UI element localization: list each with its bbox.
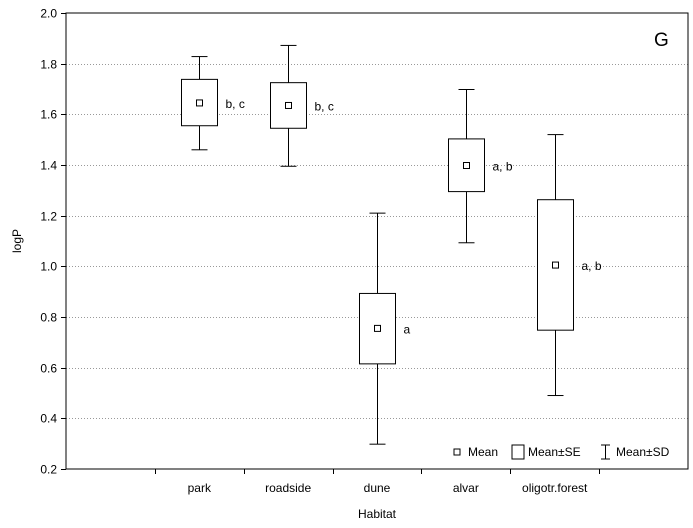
box-group-dune: a (359, 212, 411, 445)
x-tick-label-roadside: roadside (265, 481, 311, 495)
x-tick-label-park: park (188, 481, 212, 495)
y-tick-label-3: 0.8 (40, 311, 57, 325)
x-axis-title: Habitat (358, 507, 397, 521)
y-tick-label-6: 1.4 (40, 159, 57, 173)
mean-marker-alvar (463, 162, 470, 170)
significance-label-roadside: b, c (315, 99, 334, 113)
mean-marker-oligotr.forest (552, 261, 559, 269)
box-group-roadside: b, c (270, 44, 334, 167)
y-tick-label-8: 1.8 (40, 58, 57, 72)
y-axis: 0.2 0.4 0.6 0.8 1.0 1.2 1.4 1.6 1.8 2.0 (40, 7, 66, 477)
box-group-alvar: a, b (448, 89, 513, 244)
legend-mean-marker (453, 448, 461, 456)
y-tick-label-5: 1.2 (40, 210, 57, 224)
box-group-park: b, c (181, 56, 245, 151)
significance-label-park: b, c (226, 97, 245, 111)
legend-label-mean: Mean (468, 445, 498, 459)
significance-label-alvar: a, b (493, 160, 513, 174)
legend-label-sd: Mean±SD (616, 445, 670, 459)
box-group-oligotr.forest: a, b (537, 134, 602, 397)
box-series: b, c b, c a a, b a, b (181, 44, 602, 445)
legend-label-se: Mean±SE (528, 445, 581, 459)
x-axis: park roadside dune alvar oligotr.forest (155, 469, 600, 495)
y-tick-label-9: 2.0 (40, 7, 57, 21)
y-tick-label-2: 0.6 (40, 362, 57, 376)
significance-label-dune: a (404, 322, 411, 336)
se-box-dune (359, 292, 396, 365)
y-tick-label-4: 1.0 (40, 260, 57, 274)
y-tick-label-7: 1.6 (40, 108, 57, 122)
plot-frame (65, 12, 689, 470)
legend-se-box (511, 444, 525, 460)
x-tick-label-dune: dune (364, 481, 391, 495)
legend: Mean Mean±SE Mean±SD (453, 444, 670, 460)
x-tick-label-oligotr.forest: oligotr.forest (522, 481, 588, 495)
mean-marker-park (196, 99, 203, 107)
significance-label-oligotr.forest: a, b (582, 259, 602, 273)
mean-marker-dune (374, 324, 381, 332)
panel-label: G (654, 30, 669, 51)
x-tick-label-alvar: alvar (453, 481, 479, 495)
mean-marker-roadside (285, 101, 292, 109)
y-tick-label-0: 0.2 (40, 463, 57, 477)
y-tick-label-1: 0.4 (40, 412, 57, 426)
y-axis-title: logP (10, 229, 24, 253)
